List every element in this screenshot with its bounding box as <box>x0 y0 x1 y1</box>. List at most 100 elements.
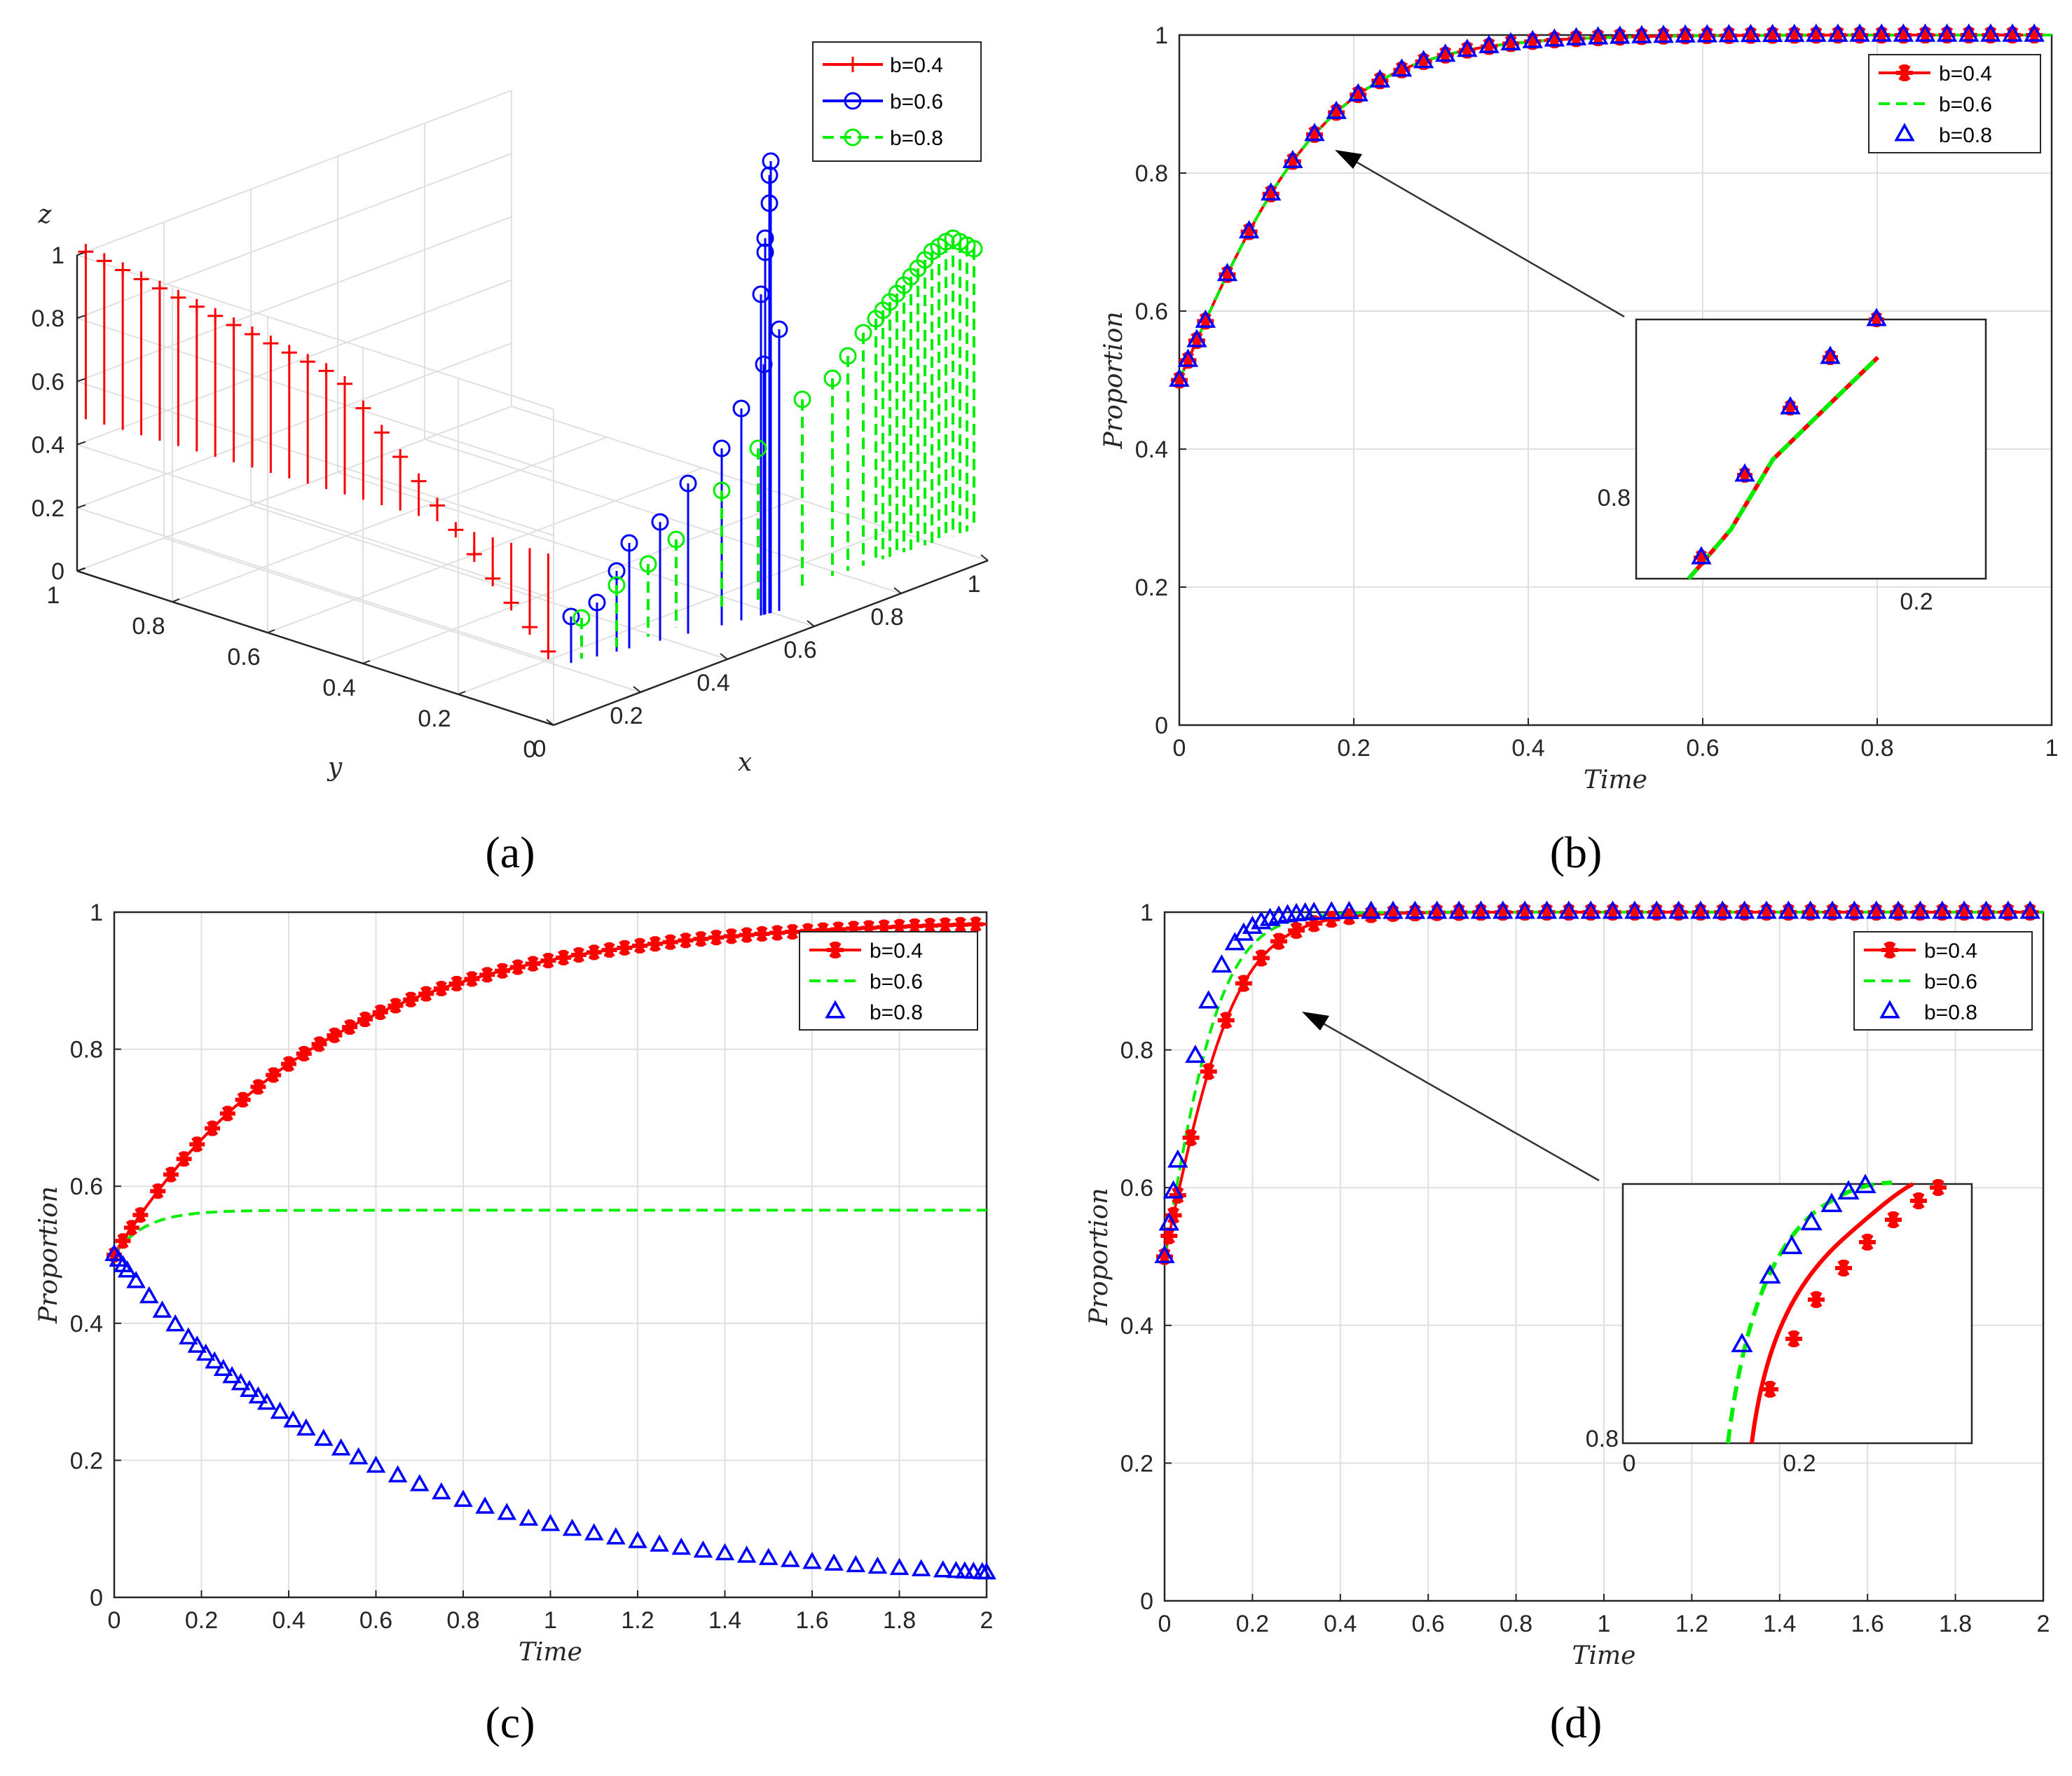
c-series-marker <box>830 921 846 937</box>
c-series-marker <box>723 928 739 944</box>
b-series-marker <box>1391 58 1413 77</box>
b-series-marker <box>1653 25 1674 43</box>
a-series-marker <box>152 280 167 296</box>
b-series-marker <box>1587 26 1609 45</box>
b-inset-marker <box>1780 396 1801 415</box>
d-inset-marker <box>1808 1291 1825 1308</box>
b-series-marker <box>1524 33 1542 50</box>
c-series-marker <box>311 1036 327 1052</box>
d-inset-marker <box>1759 1264 1781 1284</box>
b-series-marker <box>1675 24 1696 43</box>
b-series-marker <box>1261 182 1282 201</box>
c-series-marker <box>876 919 892 935</box>
c-legend-label: b=0.6 <box>870 970 923 993</box>
c-tick-label-x: 1.8 <box>883 1607 916 1634</box>
d-series-marker <box>1844 900 1865 919</box>
d-series-marker <box>1604 904 1621 921</box>
c-series-marker <box>479 967 495 983</box>
a-series-marker <box>337 376 352 392</box>
d-inset-line <box>1750 1182 1914 1444</box>
b-series-marker <box>1611 28 1628 46</box>
b-series-marker <box>1502 35 1520 53</box>
c-tick-label-x: 1.6 <box>795 1607 828 1634</box>
a-series-marker <box>732 399 750 418</box>
d-series-marker <box>1714 904 1731 921</box>
d-inset-line <box>1726 1180 1893 1444</box>
d-tick-label-y: 0.2 <box>1120 1450 1153 1477</box>
d-tick-label-x: 0.6 <box>1412 1611 1445 1637</box>
d-series-marker <box>1690 900 1711 919</box>
c-series-marker <box>235 1092 251 1108</box>
d-series-marker <box>1360 900 1382 919</box>
b-series-marker <box>1177 348 1199 367</box>
c-series-marker <box>107 1246 122 1263</box>
c-series-marker <box>754 925 770 942</box>
d-inset-marker <box>1885 1211 1902 1228</box>
c-series-marker <box>802 1551 822 1569</box>
c-series-marker <box>231 1372 251 1391</box>
d-series-marker <box>1670 904 1687 921</box>
a-series-marker <box>522 619 537 635</box>
b-series-marker <box>1457 39 1478 57</box>
c-series-marker <box>248 1386 268 1404</box>
b-arrow-head <box>1335 150 1362 169</box>
b-tick-label-x: 0.4 <box>1511 735 1544 762</box>
d-series-marker <box>1975 900 1997 919</box>
a-series-marker <box>245 326 260 343</box>
b-xlabel: Time <box>1584 766 1647 794</box>
d-series-marker <box>1470 900 1492 919</box>
d-series-marker <box>1824 904 1841 921</box>
c-series-marker <box>132 1207 149 1223</box>
c-series-marker <box>708 930 725 946</box>
a-legend-marker <box>845 57 860 72</box>
c-series-marker <box>758 1548 778 1565</box>
b-series-marker <box>1179 352 1197 369</box>
d-arrow-head <box>1302 1012 1329 1031</box>
d-series-marker <box>1154 1244 1175 1264</box>
a-tick-x <box>893 587 902 594</box>
a-tick-z <box>76 441 86 446</box>
b-series-marker <box>1522 29 1543 48</box>
b-series-marker <box>1480 38 1497 55</box>
d-legend-label: b=0.6 <box>1924 970 1977 993</box>
a-series-marker <box>588 593 606 612</box>
d-tick-label-x: 1.4 <box>1763 1611 1796 1637</box>
d-series-marker <box>1602 900 1624 919</box>
b-inset-marker <box>1694 549 1709 566</box>
a-xlabel: x <box>738 748 752 777</box>
d-series-marker <box>1536 900 1558 919</box>
c-series-marker <box>270 1401 290 1419</box>
c-series-marker <box>907 918 923 934</box>
c-tick-label-y: 0.4 <box>70 1311 103 1337</box>
d-series-marker <box>1167 1149 1188 1168</box>
b-series-marker <box>1718 24 1740 43</box>
b-inset-marker <box>1691 546 1712 565</box>
a-gridline <box>76 279 512 446</box>
d-tick-label-x: 1.8 <box>1939 1611 1972 1637</box>
d-series-marker <box>1582 904 1600 921</box>
d-inset-marker <box>1800 1211 1823 1231</box>
b-series-marker <box>1565 27 1587 46</box>
a-legend-label: b=0.4 <box>890 54 943 77</box>
a-series-marker <box>170 289 186 305</box>
b-series-marker <box>1435 43 1456 62</box>
a-series-marker <box>263 336 279 352</box>
d-series-marker <box>1235 975 1252 992</box>
c-series-marker <box>509 959 526 975</box>
d-series-marker <box>1428 904 1446 921</box>
d-inset-marker <box>1820 1192 1843 1213</box>
c-series-marker <box>933 1560 953 1578</box>
a-tick-label-x: 0.2 <box>610 703 643 729</box>
c-series-marker <box>693 1540 713 1558</box>
c-series-marker <box>189 1136 205 1152</box>
a-gridline <box>250 504 728 660</box>
a-series-marker <box>485 570 501 586</box>
a-tick-label-y: 0.8 <box>132 613 165 640</box>
c-tick-label-x: 0 <box>108 1607 121 1634</box>
c-series-marker <box>601 942 617 958</box>
c-series-marker <box>152 1300 172 1318</box>
b-series-marker <box>1740 23 1762 43</box>
c-series-marker <box>628 1531 647 1548</box>
b-series-marker <box>1436 46 1454 64</box>
b-series-marker <box>1544 28 1565 47</box>
